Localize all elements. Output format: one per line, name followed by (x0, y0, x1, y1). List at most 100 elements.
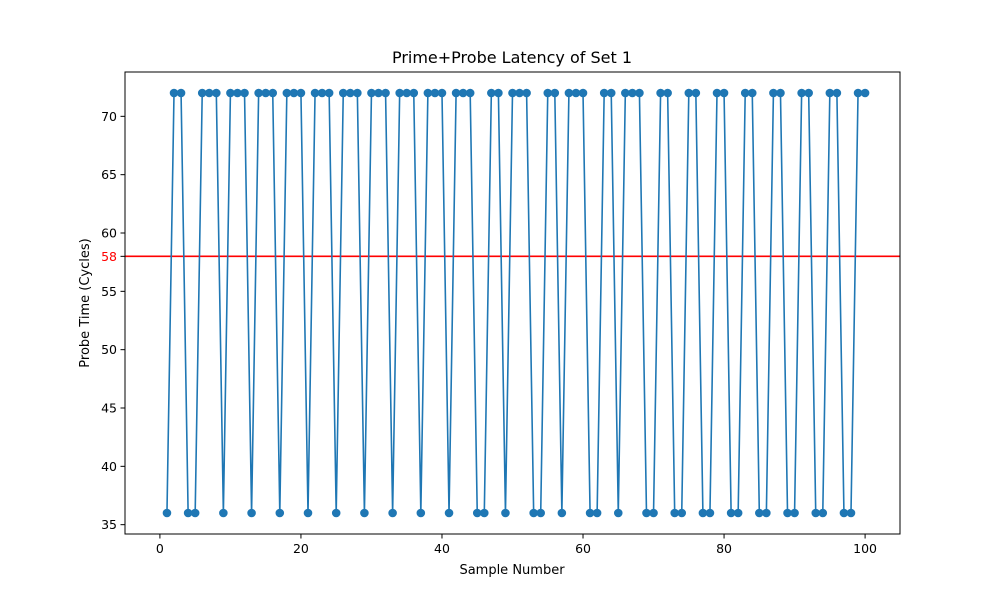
data-point (578, 88, 588, 98)
data-point (726, 508, 736, 518)
y-tick-label: 45 (101, 401, 117, 416)
data-point (487, 88, 496, 98)
data-point (162, 508, 172, 518)
data-point (317, 88, 327, 98)
data-point (289, 88, 299, 98)
data-point (515, 88, 524, 98)
data-point (811, 508, 821, 518)
y-tick-label: 40 (101, 459, 117, 474)
x-axis-label: Sample Number (459, 563, 565, 578)
data-point (444, 508, 454, 518)
data-point (324, 88, 334, 98)
data-point (783, 508, 792, 518)
data-point (691, 88, 701, 98)
data-point (592, 508, 602, 518)
data-point (275, 508, 285, 518)
data-point (860, 88, 870, 98)
y-tick-label: 70 (101, 109, 117, 124)
data-point (240, 88, 249, 98)
data-point (564, 88, 574, 98)
data-point (832, 88, 842, 98)
data-point (296, 88, 306, 98)
data-point (613, 508, 623, 518)
data-point (719, 88, 729, 98)
data-point (409, 88, 419, 98)
x-tick-label: 100 (853, 541, 877, 556)
data-point (698, 508, 708, 518)
data-point (656, 88, 665, 98)
data-point (762, 508, 771, 518)
data-point (853, 88, 863, 98)
data-point (585, 508, 595, 518)
data-point (684, 88, 694, 98)
data-point (254, 88, 263, 98)
data-point (599, 88, 609, 98)
x-tick-label: 80 (716, 541, 732, 556)
data-point (247, 508, 256, 518)
data-point (282, 88, 292, 98)
data-point (204, 88, 214, 98)
data-point (226, 88, 235, 98)
plot-area: 0 20 40 60 80 100 35 40 45 50 55 60 65 70 58 (101, 88, 900, 556)
data-point (416, 508, 426, 518)
data-point (747, 88, 757, 98)
data-point (769, 88, 778, 98)
data-point (353, 88, 362, 98)
data-point (790, 508, 799, 518)
data-point (635, 88, 644, 98)
y-tick-label: 55 (101, 284, 117, 299)
data-point (508, 88, 517, 98)
data-point (190, 508, 200, 518)
data-point (176, 88, 186, 98)
data-point (331, 508, 341, 518)
data-point (606, 88, 616, 98)
data-point (381, 88, 390, 98)
chart-title: Prime+Probe Latency of Set 1 (392, 48, 632, 67)
data-point (402, 88, 412, 98)
y-tick-label: 65 (101, 167, 117, 182)
x-tick-label: 20 (293, 541, 309, 556)
data-point (183, 508, 193, 518)
data-point (268, 88, 278, 98)
data-point (430, 88, 440, 98)
data-point (494, 88, 503, 98)
data-point (303, 508, 313, 518)
data-point (374, 88, 383, 98)
data-point (233, 88, 242, 98)
data-point (649, 508, 658, 518)
data-point (797, 88, 806, 98)
data-point (388, 508, 397, 518)
x-tick-label: 0 (156, 541, 164, 556)
data-point (261, 88, 270, 98)
data-point (670, 508, 679, 518)
data-point (543, 88, 553, 98)
data-point (776, 88, 785, 98)
data-point (804, 88, 813, 98)
data-point (571, 88, 581, 98)
y-axis-label: Probe Time (Cycles) (78, 238, 93, 367)
data-point (536, 508, 546, 518)
data-point (367, 88, 376, 98)
data-point (628, 88, 637, 98)
data-point (437, 88, 447, 98)
data-point (621, 88, 630, 98)
data-point (733, 508, 743, 518)
data-point (219, 508, 228, 518)
data-point (529, 508, 538, 518)
data-point (451, 88, 461, 98)
data-point (458, 88, 468, 98)
data-point (479, 508, 489, 518)
data-point (740, 88, 750, 98)
x-tick-label: 40 (434, 541, 450, 556)
x-tick-label: 60 (575, 541, 591, 556)
data-point (197, 88, 207, 98)
data-point (663, 88, 672, 98)
data-point (642, 508, 651, 518)
data-point (825, 88, 835, 98)
data-point (346, 88, 355, 98)
y-tick-label: 35 (101, 517, 117, 532)
data-point (212, 88, 221, 98)
data-point (755, 508, 764, 518)
data-point (338, 88, 348, 98)
